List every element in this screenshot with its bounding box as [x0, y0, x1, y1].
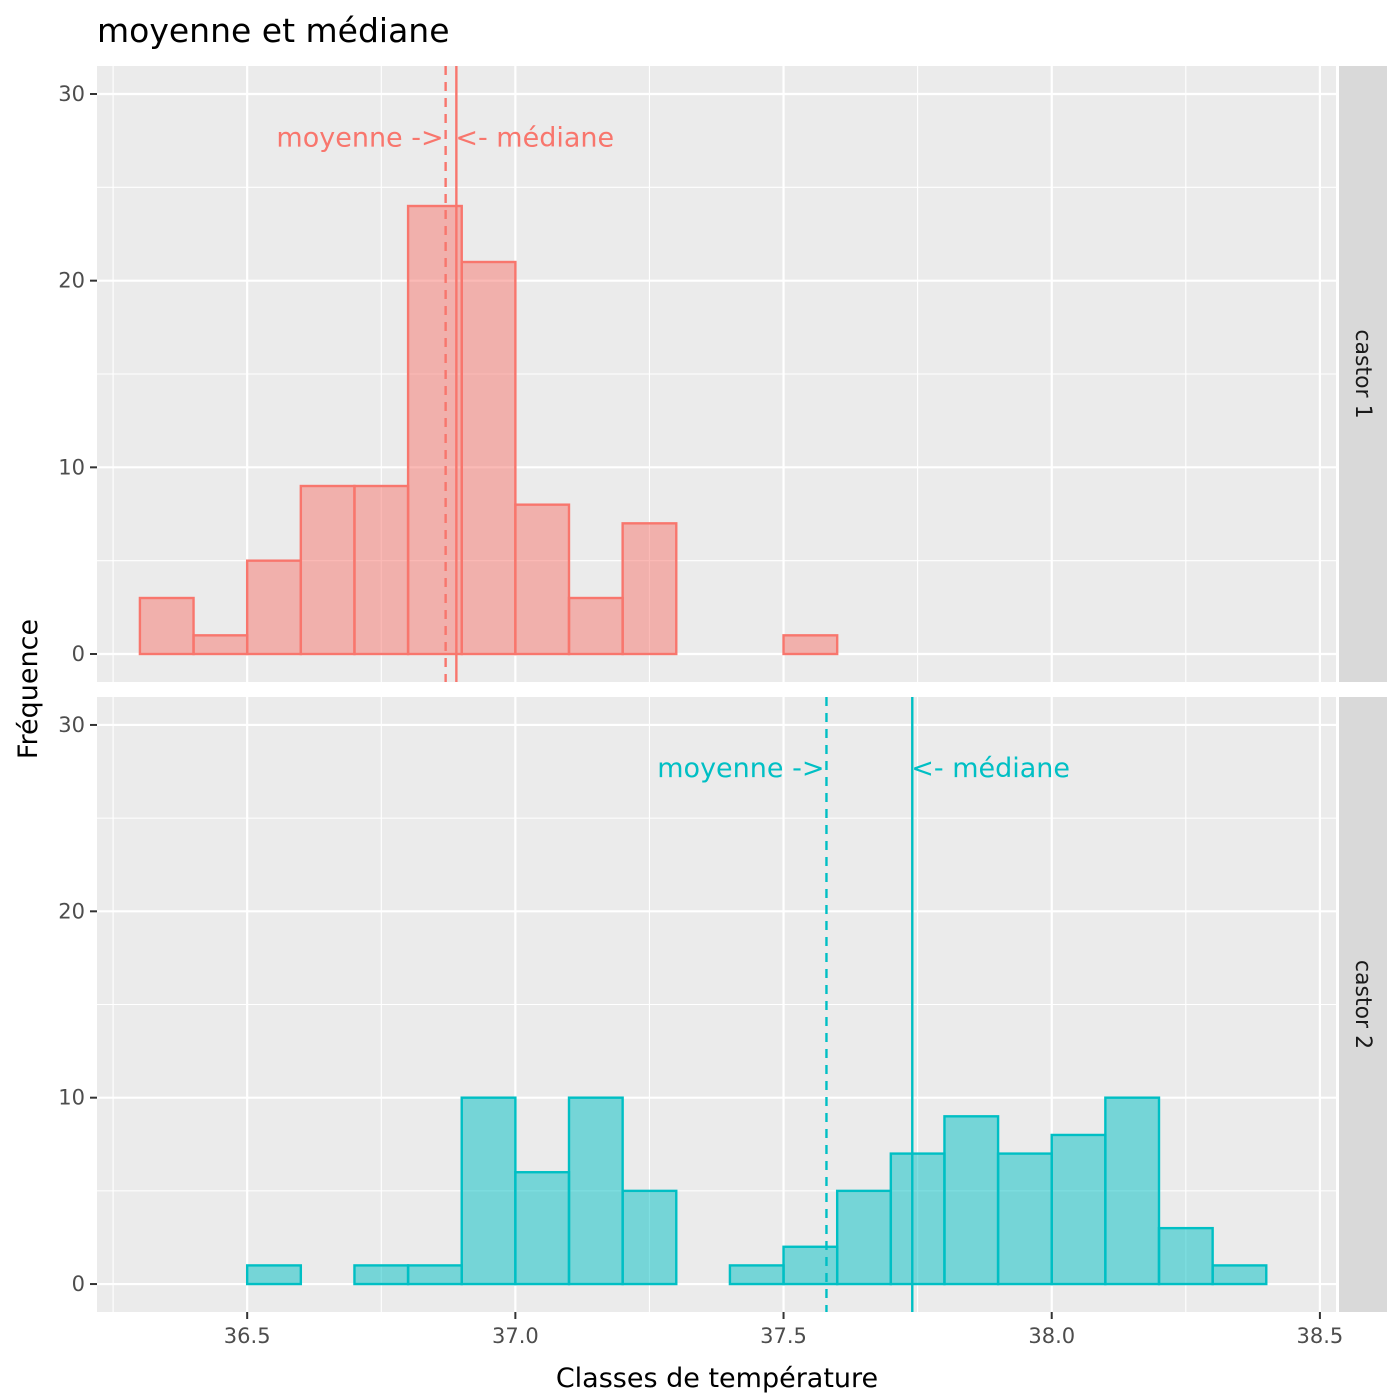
facet-strip-label: castor 1 — [1350, 329, 1375, 418]
y-axis-title: Fréquence — [13, 619, 44, 759]
x-axis: 36.5 37.0 37.5 38.0 38.5 — [224, 1312, 1343, 1348]
histogram-bar — [889, 1152, 946, 1286]
histogram-bar — [1211, 1264, 1268, 1286]
x-tick-label: 38.5 — [1297, 1324, 1344, 1348]
histogram-bar — [567, 596, 624, 656]
histogram-bar — [1104, 1096, 1161, 1286]
x-tick-label: 37.0 — [492, 1324, 539, 1348]
histogram-bar — [1050, 1133, 1107, 1286]
histogram-bar — [406, 1264, 463, 1286]
y-tick-label: 20 — [58, 899, 85, 923]
histogram-bars — [245, 1096, 1268, 1286]
facet-strip — [1339, 697, 1387, 1312]
histogram-bar — [728, 1264, 785, 1286]
y-tick-label: 10 — [58, 455, 85, 479]
x-tick-label: 36.5 — [224, 1324, 271, 1348]
x-tick-label: 38.0 — [1028, 1324, 1075, 1348]
y-tick-label: 30 — [58, 713, 85, 737]
mean-annotation: moyenne -> — [276, 122, 443, 153]
facet-strip — [1339, 66, 1387, 682]
histogram-bar — [406, 204, 463, 656]
histogram-bar — [353, 484, 410, 656]
mean-annotation: moyenne -> — [657, 753, 824, 784]
chart-title: moyenne et médiane — [97, 11, 450, 50]
x-axis-title: Classes de température — [556, 1363, 878, 1394]
histogram-bar — [514, 1171, 571, 1286]
facet-strip-label: castor 2 — [1350, 960, 1375, 1049]
y-tick-label: 0 — [72, 642, 85, 666]
histogram-bar — [299, 484, 356, 656]
y-tick-label: 0 — [72, 1272, 85, 1296]
histogram-bar — [782, 634, 839, 656]
median-annotation: <- médiane — [455, 122, 614, 153]
histogram-bars — [138, 204, 839, 656]
facet-panel-2: moyenne -> <- médiane 0 10 20 30 castor 2 — [58, 697, 1387, 1312]
x-tick-label: 37.5 — [760, 1324, 807, 1348]
histogram-bar — [245, 1264, 303, 1286]
histogram-bar — [245, 559, 303, 656]
histogram-bar — [943, 1115, 1000, 1286]
y-tick-label: 10 — [58, 1086, 85, 1110]
histogram-bar — [138, 596, 195, 656]
histogram-bar — [1157, 1226, 1214, 1286]
histogram-bar — [460, 260, 517, 656]
histogram-bar — [621, 1189, 678, 1286]
histogram-bar — [192, 634, 249, 656]
histogram-bar — [353, 1264, 410, 1286]
histogram-bar — [567, 1096, 624, 1286]
histogram-bar — [460, 1096, 517, 1286]
histogram-bar — [514, 503, 571, 656]
median-annotation: <- médiane — [911, 753, 1070, 784]
facet-panel-1: moyenne -> <- médiane 0 10 20 30 castor 1 — [58, 66, 1387, 682]
y-tick-label: 30 — [58, 82, 85, 106]
histogram-bar — [835, 1189, 893, 1286]
histogram-bar — [621, 522, 678, 656]
histogram-bar — [996, 1152, 1053, 1286]
y-tick-label: 20 — [58, 269, 85, 293]
histogram-bar — [782, 1245, 839, 1286]
